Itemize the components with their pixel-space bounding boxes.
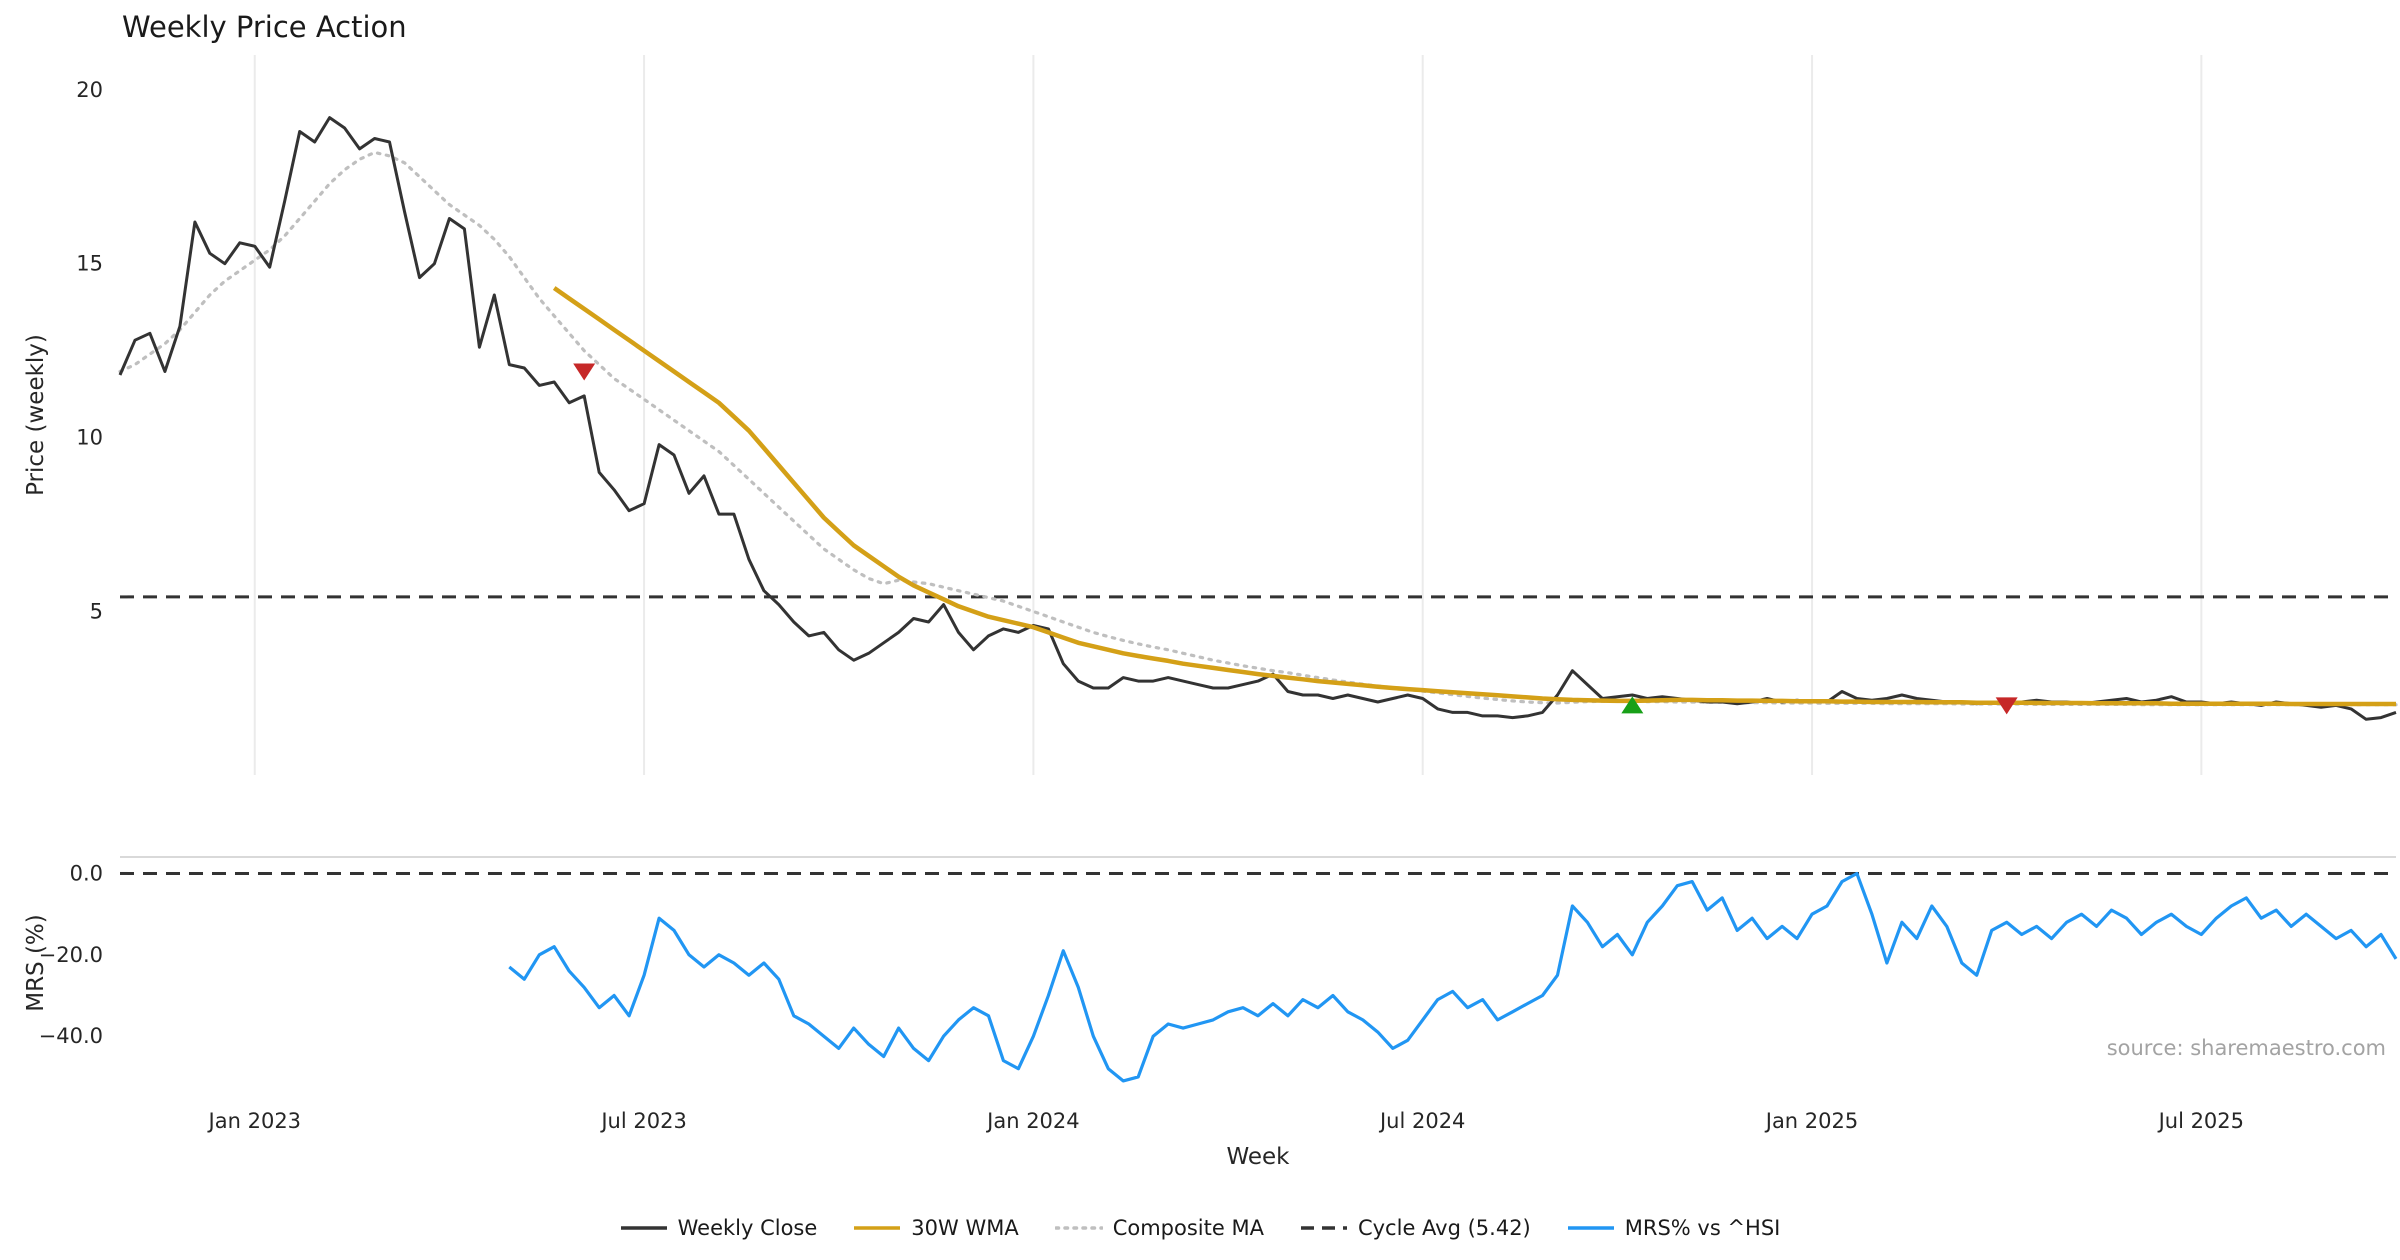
legend-item-30w-wma: 30W WMA — [853, 1216, 1019, 1240]
series-30w-wma — [552, 286, 2396, 707]
xtick-label: Jul 2024 — [1378, 1109, 1465, 1133]
chart-title: Weekly Price Action — [122, 10, 407, 44]
series-weekly-close — [118, 116, 2397, 721]
series-composite-ma — [118, 150, 2398, 707]
legend-label: MRS% vs ^HSI — [1624, 1216, 1781, 1240]
xtick-label: Jan 2025 — [1764, 1109, 1859, 1133]
legend-item-weekly-close: Weekly Close — [620, 1216, 818, 1240]
xtick-label: Jul 2023 — [599, 1109, 686, 1133]
legend-line-sample-cycle-avg-5-42 — [1300, 1226, 1347, 1230]
buy-signal-marker — [1621, 696, 1644, 714]
xtick-label: Jul 2025 — [2157, 1109, 2244, 1133]
legend-line-sample-30w-wma — [854, 1226, 901, 1230]
legend-item-cycle-avg-5-42: Cycle Avg (5.42) — [1300, 1216, 1531, 1240]
price-ytick-label: 20 — [76, 78, 103, 102]
legend-item-composite-ma: Composite MA — [1054, 1216, 1264, 1240]
price-ytick-label: 15 — [76, 252, 103, 276]
legend-line-sample-weekly-close — [620, 1226, 667, 1230]
legend-label: Weekly Close — [677, 1216, 818, 1240]
series-group — [118, 116, 2398, 1083]
signal-markers — [573, 363, 2018, 715]
price-ytick-label: 5 — [90, 600, 103, 624]
legend-line-sample-composite-ma — [1054, 1226, 1103, 1230]
legend-label: 30W WMA — [911, 1216, 1019, 1240]
gridlines — [253, 55, 2203, 775]
sell-signal-marker — [1995, 697, 2018, 715]
legend-label: Composite MA — [1112, 1216, 1264, 1240]
price-ytick-label: 10 — [76, 426, 103, 450]
x-axis-label: Week — [1226, 1144, 1290, 1170]
mrs-ytick-label: −20.0 — [39, 943, 103, 967]
source-credit: source: sharemaestro.com — [2106, 1036, 2386, 1060]
legend-label: Cycle Avg (5.42) — [1357, 1216, 1531, 1240]
xtick-label: Jan 2023 — [207, 1109, 302, 1133]
chart-legend: Weekly Close 30W WMA Composite MA Cycle Avg… — [0, 1216, 2400, 1240]
series-mrs-vs-hsi — [508, 871, 2398, 1083]
legend-line-sample-mrs-vs-hsi — [1567, 1226, 1614, 1230]
chart-svg: 20 15 10 5 0.0 −20.0 −40.0 Jan 2023 Jul 2023 Jan … — [39, 55, 2398, 1133]
legend-item-mrs-vs-hsi: MRS% vs ^HSI — [1567, 1216, 1781, 1240]
xtick-label: Jan 2024 — [985, 1109, 1080, 1133]
mrs-ytick-label: −40.0 — [39, 1024, 103, 1048]
mrs-ytick-label: 0.0 — [70, 862, 103, 886]
sell-signal-marker — [573, 363, 596, 381]
